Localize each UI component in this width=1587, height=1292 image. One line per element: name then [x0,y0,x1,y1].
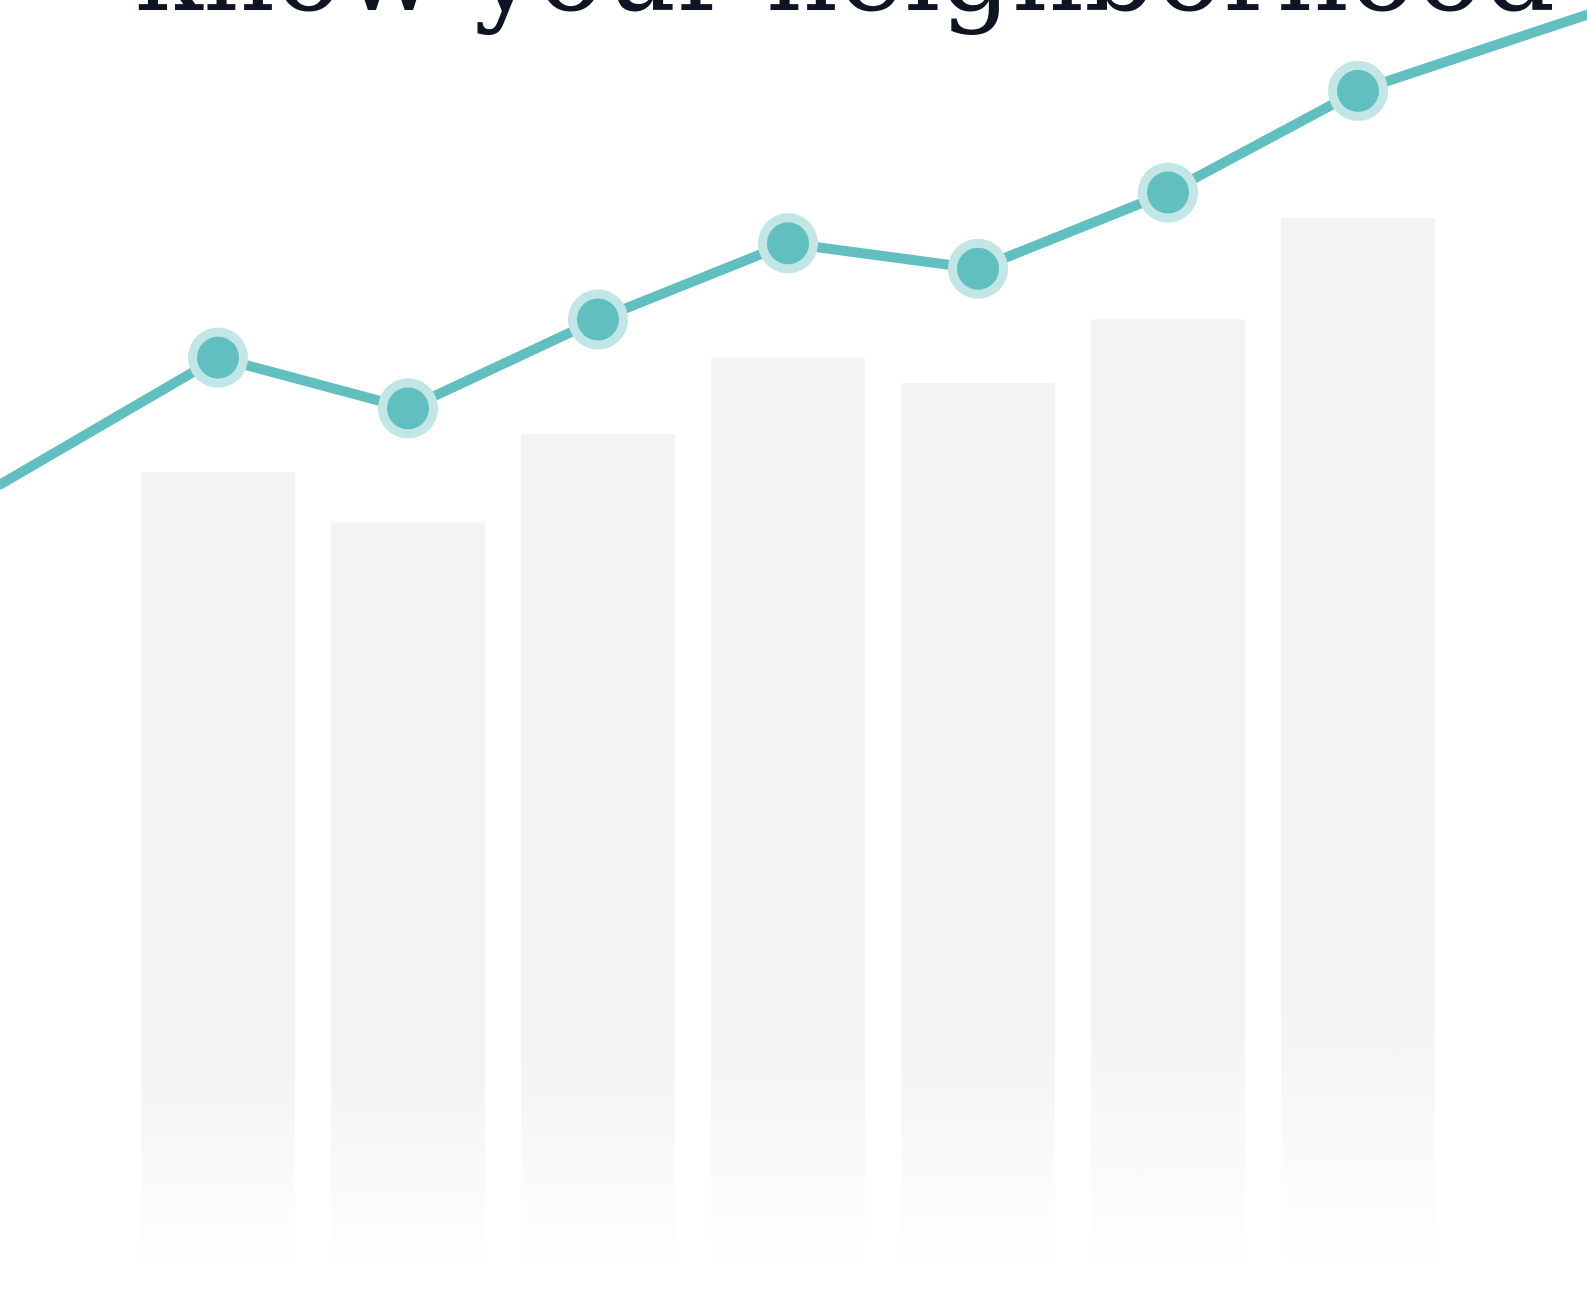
data-point-dot [577,298,619,341]
data-point-6 [1138,162,1198,223]
data-point-3 [568,289,628,350]
bar-1 [141,471,295,1272]
data-point-2 [378,378,438,439]
data-point-5 [948,238,1008,299]
headline-text: know your neighborhood [135,0,1555,37]
data-point-dot [197,336,239,379]
bar-7 [1281,217,1435,1272]
data-point-dot [1337,69,1379,112]
bar-5 [901,383,1055,1272]
points-group [188,60,1388,439]
data-point-1 [188,327,248,388]
data-point-7 [1328,60,1388,121]
bar-2 [331,522,485,1272]
bars-group [141,217,1435,1273]
data-point-4 [758,213,818,274]
data-point-dot [767,222,809,265]
data-point-dot [387,387,429,430]
bar-6 [1091,319,1245,1272]
data-point-dot [1147,171,1189,214]
bar-3 [521,433,675,1272]
data-point-dot [957,247,999,290]
bar-4 [711,357,865,1273]
